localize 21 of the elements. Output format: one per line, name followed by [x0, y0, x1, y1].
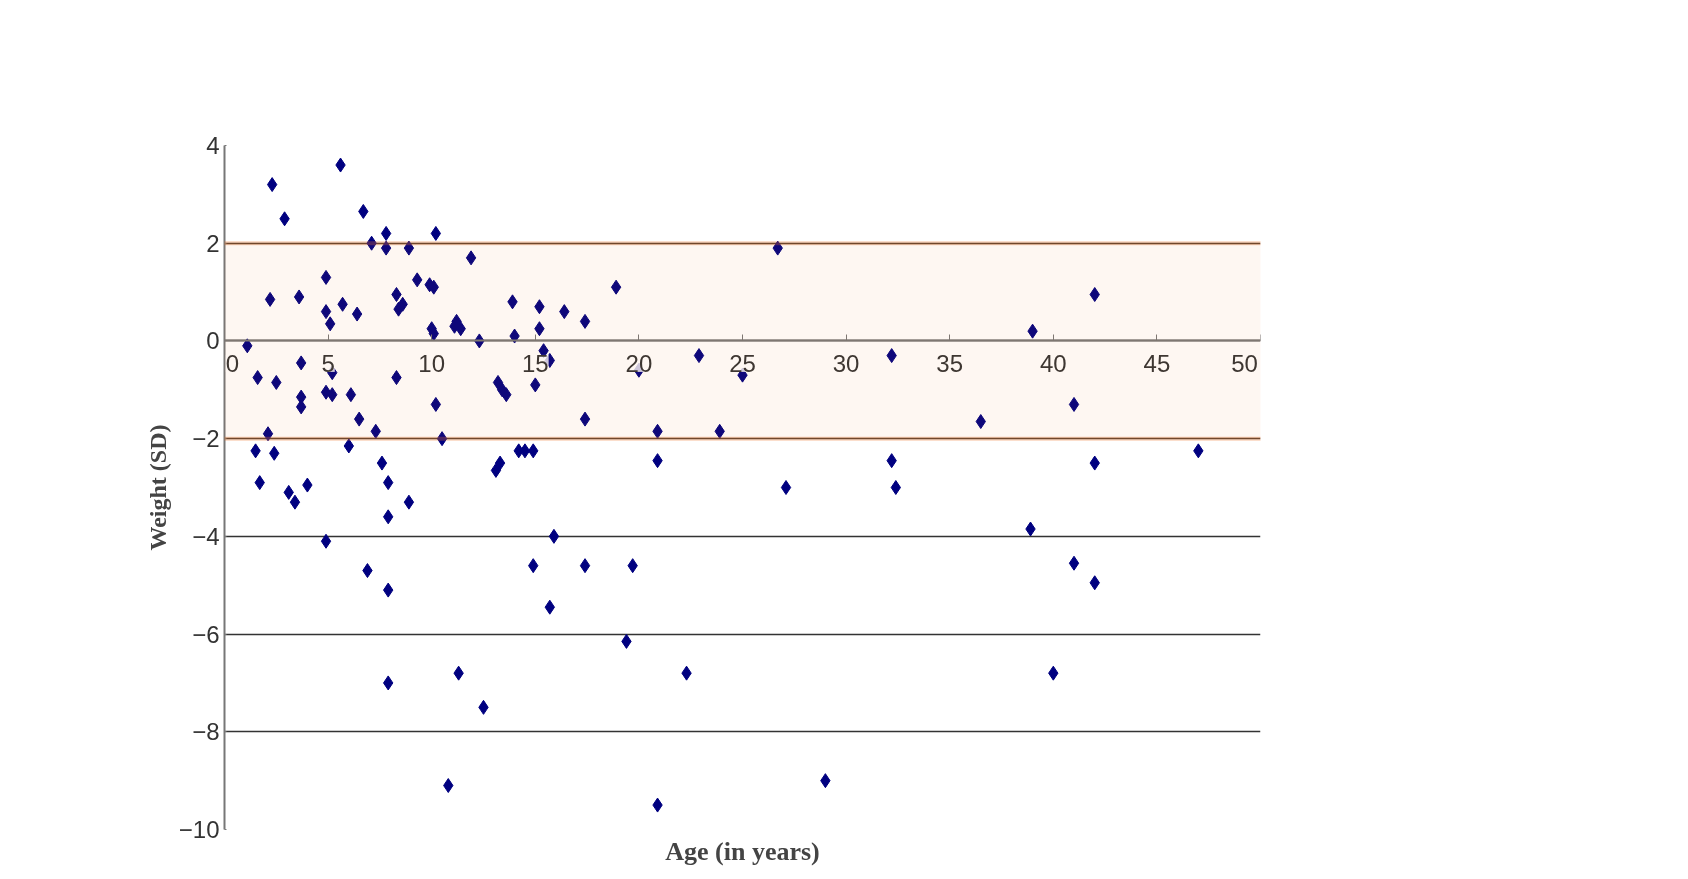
y-tick-label: −4 — [192, 522, 220, 550]
y-tick-label: 2 — [206, 229, 220, 257]
x-tick-label: 45 — [1143, 349, 1171, 377]
y-tick-label: −10 — [178, 816, 220, 843]
x-tick-label: 10 — [418, 349, 446, 377]
x-tick-label: 15 — [521, 349, 549, 377]
y-tick-label: −8 — [192, 718, 220, 746]
x-tick-label: 5 — [321, 349, 335, 377]
x-tick-label: 20 — [625, 349, 653, 377]
x-tick-label: 40 — [1039, 349, 1067, 377]
y-tick-label: −6 — [192, 620, 220, 648]
x-tick-label: 30 — [832, 349, 860, 377]
y-axis-title: Weight (SD) — [144, 424, 171, 551]
x-tick-label: 35 — [936, 349, 964, 377]
x-tick-label: 25 — [729, 349, 756, 377]
x-axis-title: Age (in years) — [665, 836, 820, 866]
y-tick-label: 4 — [206, 132, 220, 159]
y-tick-label: 0 — [206, 327, 220, 355]
x-tick-label: 50 — [1231, 349, 1258, 377]
x-tick-label: 0 — [225, 349, 240, 377]
y-tick-label: −2 — [192, 425, 220, 453]
